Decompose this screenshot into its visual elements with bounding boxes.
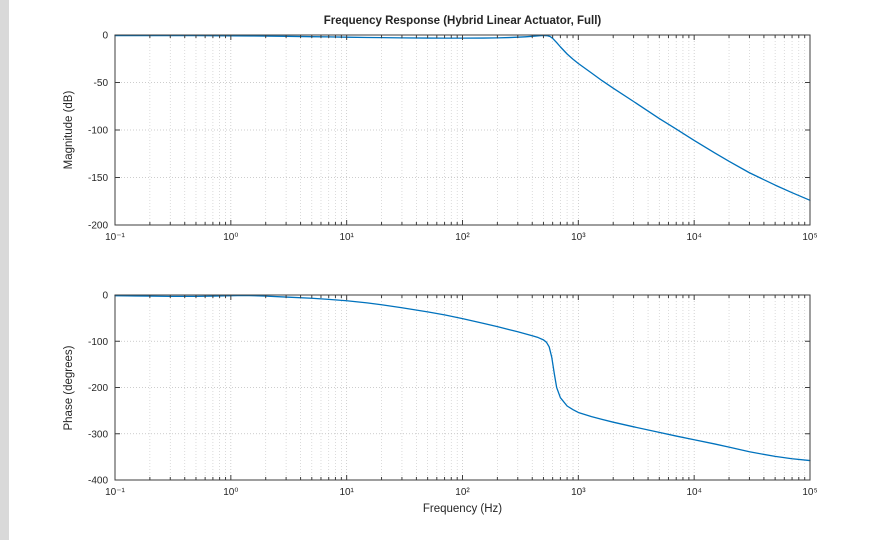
curve-phase: [114, 294, 811, 462]
x-tick-label: 10²: [455, 232, 470, 243]
x-tick-label: 10³: [571, 487, 586, 498]
subplot-magnitude: 10⁻¹ 10⁰ 10¹ 10² 10³ 10⁴ 10⁵ 0 -50 -100 -150 -200: [88, 31, 818, 244]
axes-box-magnitude: [114, 34, 811, 226]
x-tick-label: 10³: [571, 232, 586, 243]
y-tick-label: -200: [88, 221, 108, 232]
x-tick-label: 10²: [455, 487, 470, 498]
subplot-phase: 10⁻¹ 10⁰ 10¹ 10² 10³ 10⁴ 10⁵ 0 -100 -200 -300 -400: [88, 291, 818, 499]
y-tick-label: 0: [102, 291, 108, 302]
y-tick-label: -150: [88, 173, 108, 184]
x-tick-label: 10⁻¹: [105, 487, 125, 498]
x-tick-label: 10⁰: [223, 232, 238, 243]
window-edge-strip: [0, 0, 9, 540]
y-tick-label: -50: [94, 78, 109, 89]
y-tick-label: -300: [88, 429, 108, 440]
x-tick-label: 10⁴: [686, 232, 701, 243]
x-tick-label: 10⁵: [802, 487, 817, 498]
y-tick-label: -100: [88, 337, 108, 348]
x-tick-label: 10¹: [339, 487, 354, 498]
x-tick-label: 10⁴: [686, 487, 701, 498]
frequency-xlabel: Frequency (Hz): [422, 503, 503, 515]
y-tick-label: -100: [88, 126, 108, 137]
x-tick-label: 10⁰: [223, 487, 238, 498]
y-tick-label: -400: [88, 476, 108, 487]
curve-magnitude: [114, 34, 811, 201]
plot-title: Frequency Response (Hybrid Linear Actuat…: [323, 15, 602, 27]
y-tick-label: 0: [102, 31, 108, 42]
x-tick-label: 10⁵: [802, 232, 817, 243]
y-tick-label: -200: [88, 383, 108, 394]
x-tick-label: 10⁻¹: [105, 232, 125, 243]
x-tick-label: 10¹: [339, 232, 354, 243]
